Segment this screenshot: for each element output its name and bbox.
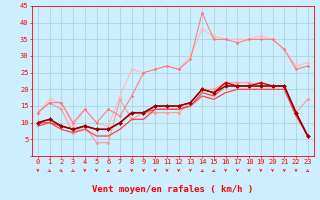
- X-axis label: Vent moyen/en rafales ( km/h ): Vent moyen/en rafales ( km/h ): [92, 185, 253, 194]
